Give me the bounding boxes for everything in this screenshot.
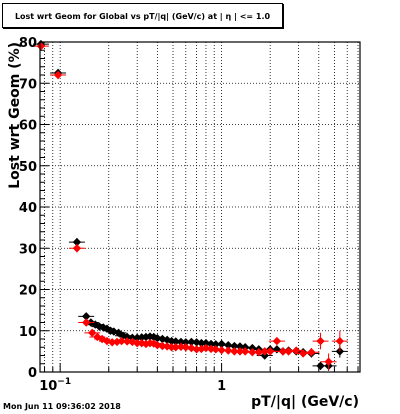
y-tick-label: 10 — [19, 325, 37, 340]
data-point — [316, 336, 325, 346]
data-point — [265, 347, 275, 356]
y-tick-label: 20 — [19, 284, 37, 299]
plot-frame — [39, 41, 361, 373]
data-point — [201, 338, 211, 348]
data-point — [272, 336, 282, 346]
data-point — [181, 343, 190, 352]
data-point — [72, 244, 82, 253]
data-point — [201, 343, 211, 353]
x-tick-label: 1 — [217, 379, 226, 394]
y-tick-label: 70 — [19, 77, 37, 92]
data-point — [292, 346, 301, 355]
axis-layer: 0 10 20 30 40 50 60 70 80 10−1 1 — [19, 36, 361, 394]
y-tick-label: 50 — [19, 160, 37, 175]
data-point — [162, 342, 172, 351]
data-point — [335, 336, 345, 346]
y-tick-label: 80 — [19, 36, 37, 51]
data-point — [307, 348, 316, 357]
y-axis-title: Lost wrt Geom (%) — [7, 42, 23, 189]
y-tick-label: 30 — [19, 242, 37, 257]
data-point — [240, 347, 250, 356]
timestamp: Mon Jun 11 09:36:02 2018 — [3, 402, 121, 411]
x-tick-label-exponent: −1 — [57, 377, 71, 387]
data-point — [153, 340, 162, 350]
data-point — [324, 357, 333, 366]
series-red — [32, 41, 348, 370]
y-tick-label: 0 — [28, 366, 37, 381]
series-layer — [32, 39, 348, 371]
data-point — [217, 339, 226, 349]
data-point — [235, 342, 245, 351]
data-point — [72, 237, 82, 247]
y-tick-label: 40 — [19, 201, 37, 216]
data-point — [211, 345, 220, 354]
title-box: Lost wrt Geom for Global vs pT/|q| (GeV/… — [2, 3, 283, 28]
data-point — [53, 70, 63, 80]
data-point — [122, 332, 132, 342]
chart-title: Lost wrt Geom for Global vs pT/|q| (GeV/… — [14, 12, 271, 21]
x-tick-label: 10−1 — [39, 377, 71, 394]
data-point — [192, 338, 201, 347]
y-tick-label: 60 — [19, 119, 37, 134]
x-axis-title: pT/|q| (GeV/c) — [251, 394, 359, 410]
data-point — [88, 328, 97, 338]
series-black — [32, 39, 348, 371]
data-point — [82, 318, 91, 327]
data-point — [224, 346, 233, 355]
data-point — [82, 312, 91, 321]
data-point — [36, 41, 46, 51]
data-point — [158, 334, 167, 344]
data-point — [224, 340, 233, 350]
data-point — [284, 347, 293, 356]
data-point — [102, 336, 112, 346]
data-point — [254, 348, 264, 357]
data-point — [298, 349, 308, 358]
